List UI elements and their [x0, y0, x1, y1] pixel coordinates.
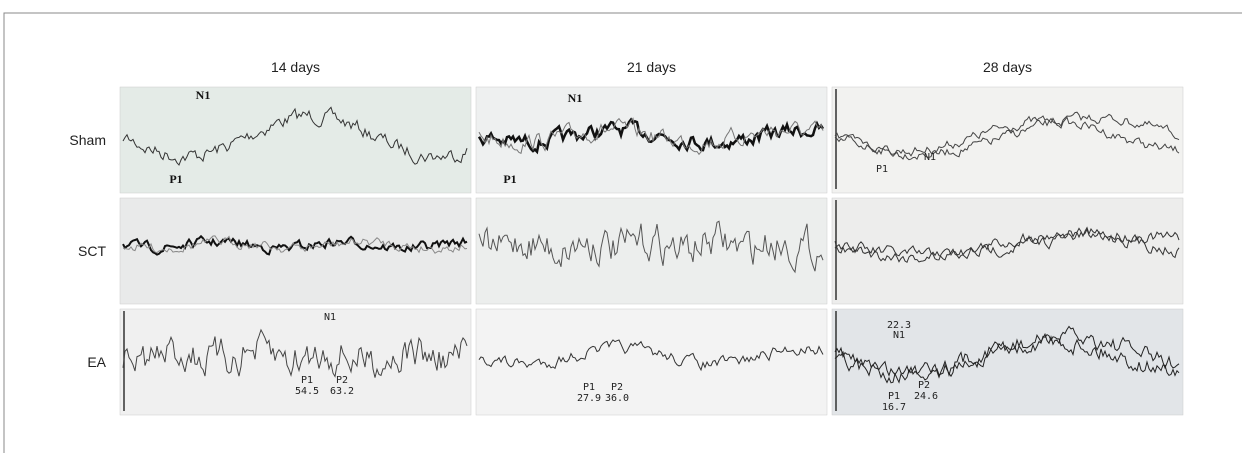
- trace: [478, 339, 824, 372]
- peak-label: 36.0: [605, 393, 629, 404]
- trace: [834, 228, 1180, 261]
- peak-label: N1: [924, 152, 936, 163]
- trace: [834, 325, 1180, 384]
- peak-label: 54.5: [295, 386, 319, 397]
- peak-label: N1: [568, 91, 583, 105]
- peak-label: 27.9: [577, 393, 601, 404]
- peak-label: 24.6: [914, 391, 938, 402]
- panel: [119, 197, 472, 305]
- trace: [122, 328, 468, 378]
- trace: [478, 117, 824, 156]
- peak-label: 22.3: [887, 320, 911, 331]
- panel-image: [475, 308, 828, 416]
- peak-label: N1: [893, 330, 905, 341]
- row-label: SCT: [78, 243, 106, 259]
- column-header: 28 days: [983, 59, 1032, 75]
- peak-label: 63.2: [330, 386, 354, 397]
- row-label: EA: [87, 354, 106, 370]
- panel-image: [831, 197, 1184, 305]
- panel: [475, 197, 828, 305]
- peak-label: P1: [583, 382, 595, 393]
- trace: [834, 226, 1180, 264]
- peak-label: P1: [888, 391, 900, 402]
- trace: [123, 235, 468, 254]
- panel: N1 P1: [475, 86, 828, 194]
- panel: [831, 197, 1184, 305]
- column-header: 21 days: [627, 59, 676, 75]
- peak-label: N1: [324, 312, 336, 323]
- panel-image: [831, 86, 1184, 194]
- peak-label: P2: [918, 380, 930, 391]
- peak-label: 16.7: [882, 402, 906, 413]
- trace: [834, 115, 1180, 157]
- trace: [122, 106, 468, 166]
- trace: [834, 111, 1180, 161]
- panel-image: [831, 308, 1184, 416]
- peak-label: P1: [503, 172, 516, 186]
- peak-label: N1: [196, 88, 211, 102]
- trace: [834, 333, 1180, 381]
- peak-label: P2: [336, 375, 348, 386]
- panel-image: [119, 308, 472, 416]
- panel-image: [475, 197, 828, 305]
- panel: N1 P1: [831, 86, 1184, 194]
- panel-image: [119, 86, 472, 194]
- peak-label: P1: [876, 164, 888, 175]
- column-header: 14 days: [271, 59, 320, 75]
- panel: N1 P1: [119, 86, 472, 194]
- peak-label: P1: [169, 172, 182, 186]
- trace: [478, 220, 824, 274]
- peak-label: P1: [301, 375, 313, 386]
- frame: [3, 12, 1242, 453]
- trace: [477, 117, 825, 155]
- peak-label: P2: [611, 382, 623, 393]
- panel-image: [119, 197, 472, 305]
- trace: [122, 234, 468, 256]
- row-label: Sham: [69, 132, 106, 148]
